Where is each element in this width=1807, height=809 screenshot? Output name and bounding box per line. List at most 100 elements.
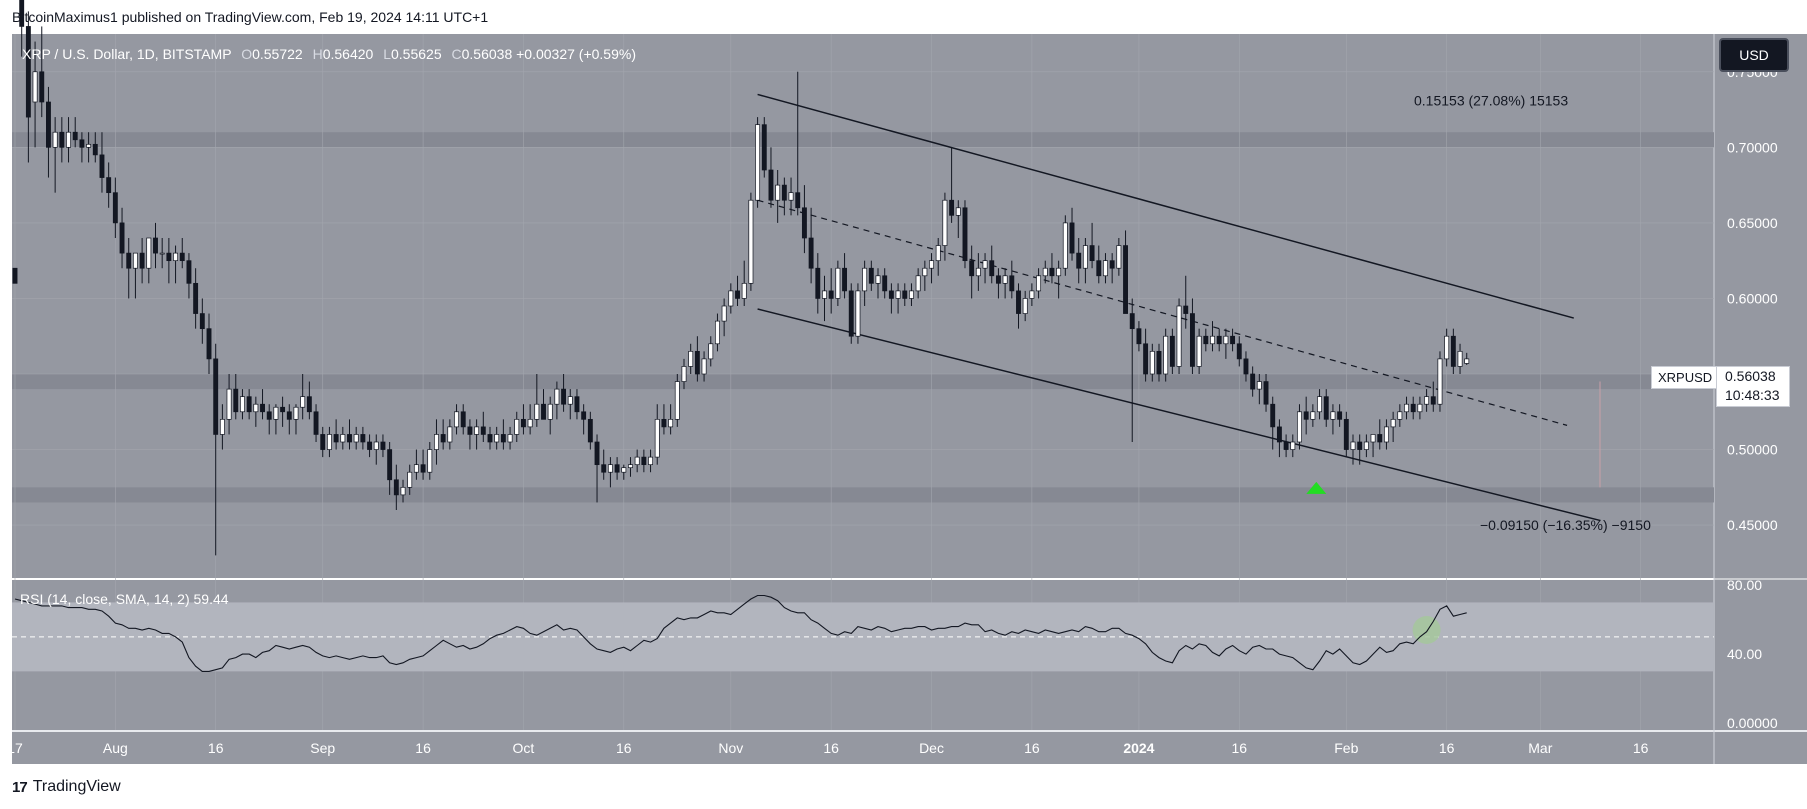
candle-body <box>875 275 881 284</box>
candle-211 <box>1424 389 1430 412</box>
candle-165 <box>1116 238 1122 276</box>
candle-79 <box>541 389 546 420</box>
candle-206 <box>1390 411 1396 442</box>
candle-body <box>942 199 948 246</box>
candle-body <box>628 464 633 469</box>
candle-body <box>367 441 373 450</box>
zone-2 <box>12 487 1714 503</box>
candle-body <box>206 328 212 360</box>
candle-182 <box>1230 328 1236 352</box>
candle-63 <box>434 419 439 465</box>
candle-151 <box>1022 290 1028 322</box>
candle-body <box>601 464 607 473</box>
candle-205 <box>1383 419 1389 450</box>
candle-8 <box>66 117 71 163</box>
candle-body <box>728 290 734 307</box>
candle-36 <box>253 396 259 427</box>
candle-81 <box>554 381 560 420</box>
candle-154 <box>1042 260 1048 284</box>
candle-body <box>701 358 707 375</box>
candle-152 <box>1029 283 1035 306</box>
candle-48 <box>333 419 339 450</box>
candle-body <box>1404 403 1409 413</box>
candle-14 <box>106 162 112 208</box>
candle-body <box>1464 358 1470 364</box>
candle-21 <box>153 222 158 269</box>
legend-change: +0.00327 (+0.59%) <box>516 46 636 62</box>
candle-body <box>694 350 700 375</box>
candle-177 <box>1196 328 1202 374</box>
candle-body <box>1103 260 1108 277</box>
candle-body <box>1143 343 1149 375</box>
candle-44 <box>306 381 312 420</box>
candle-body <box>1363 441 1369 450</box>
candle-body <box>300 396 306 408</box>
candle-69 <box>474 419 480 450</box>
candle-body <box>775 184 781 201</box>
candle-body <box>949 199 955 216</box>
candle-body <box>915 275 921 292</box>
time-tick-2: 16 <box>208 740 224 756</box>
candle-187 <box>1263 374 1269 412</box>
candle-95 <box>648 449 654 473</box>
candle-body <box>1276 426 1282 443</box>
candle-103 <box>701 351 707 382</box>
footer-brand[interactable]: 17 TradingView <box>12 778 121 796</box>
time-tick-9: Dec <box>919 740 944 756</box>
candle-174 <box>1176 298 1182 374</box>
support-resistance-zones <box>12 132 1714 503</box>
candle-body <box>895 290 901 299</box>
candle-162 <box>1096 245 1102 284</box>
candle-210 <box>1417 396 1423 420</box>
candle-145 <box>982 253 988 284</box>
candle-body <box>909 290 914 299</box>
candle-47 <box>326 426 332 458</box>
trend-channel[interactable] <box>757 93 1601 522</box>
candle-73 <box>500 419 506 450</box>
candle-body <box>1437 358 1443 405</box>
candle-78 <box>534 374 540 427</box>
candle-body <box>587 418 593 443</box>
candle-body <box>1457 350 1463 367</box>
candle-116 <box>788 177 794 216</box>
candle-body <box>520 418 526 428</box>
candle-body <box>982 260 988 269</box>
candle-39 <box>273 404 279 435</box>
candle-body <box>1036 275 1042 292</box>
candle-12 <box>92 132 98 163</box>
time-tick-8: 16 <box>823 740 839 756</box>
candle-body <box>688 350 694 367</box>
candle-body <box>132 252 138 269</box>
candle-217 <box>1464 352 1470 365</box>
candle-body <box>320 434 326 450</box>
candle-0 <box>12 267 18 284</box>
time-tick-15: Mar <box>1528 740 1552 756</box>
candle-body <box>761 124 767 171</box>
candle-body <box>434 434 439 450</box>
candle-body <box>1297 411 1302 443</box>
candle-11 <box>86 132 92 163</box>
candle-23 <box>166 238 172 284</box>
candle-86 <box>587 411 593 450</box>
candle-body <box>39 71 45 103</box>
candle-body <box>1350 441 1356 450</box>
candle-body <box>815 267 821 299</box>
candle-body <box>1283 441 1289 450</box>
candle-body <box>781 184 787 201</box>
candle-body <box>1163 335 1169 375</box>
candle-61 <box>420 449 426 480</box>
candle-body <box>420 464 426 473</box>
time-tick-1: Aug <box>103 740 128 756</box>
candle-body <box>447 426 453 443</box>
candle-124 <box>842 253 848 299</box>
candle-body <box>741 282 747 299</box>
candle-72 <box>494 426 500 450</box>
rsi-pane <box>12 594 1714 672</box>
candle-209 <box>1410 396 1416 420</box>
currency-button[interactable]: USD <box>1719 38 1789 72</box>
candle-body <box>594 441 600 466</box>
candle-body <box>52 131 58 148</box>
candle-52 <box>360 426 366 450</box>
candle-body <box>1149 350 1155 375</box>
